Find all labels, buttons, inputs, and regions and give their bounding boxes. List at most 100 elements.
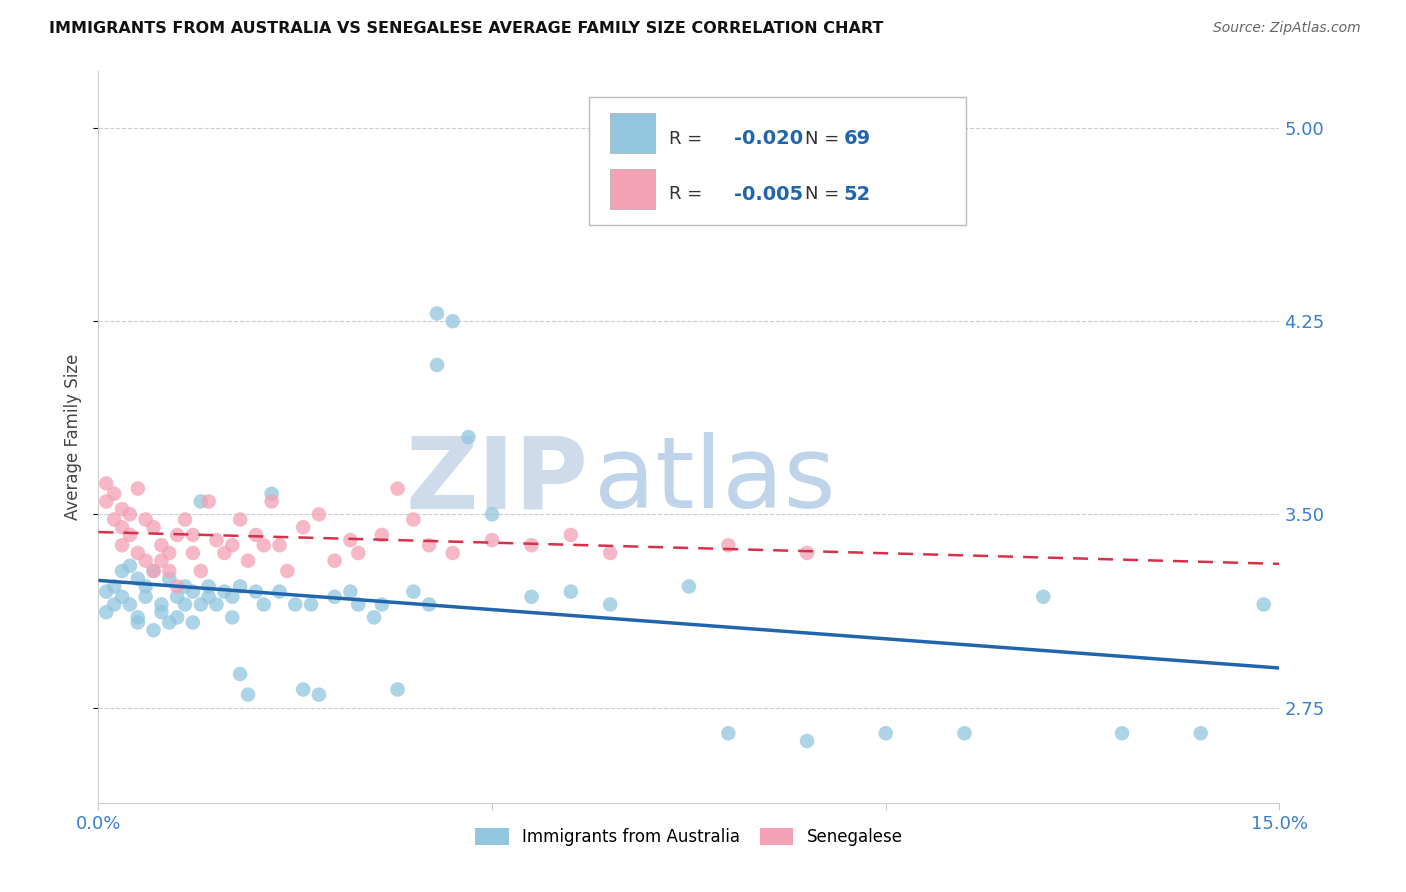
Point [457,430,479,444]
Point [127,610,149,624]
Point [245,584,267,599]
Point [1189,726,1212,740]
Text: atlas: atlas [595,433,837,530]
Point [1111,726,1133,740]
Point [717,726,740,740]
Point [347,598,370,612]
Point [127,482,149,496]
Point [166,528,188,542]
Point [371,598,394,612]
Point [135,579,157,593]
FancyBboxPatch shape [589,97,966,225]
Point [1032,590,1054,604]
Point [150,598,173,612]
Point [181,615,204,630]
Point [111,538,134,552]
Point [875,726,897,740]
Point [229,512,252,526]
Point [150,554,173,568]
Point [111,520,134,534]
Point [308,688,330,702]
Point [678,579,700,593]
Point [205,598,228,612]
Point [142,520,165,534]
Point [236,688,259,702]
Text: N =: N = [804,129,839,148]
Point [197,494,219,508]
Bar [610,169,655,209]
Point [292,682,315,697]
Point [387,682,409,697]
Point [599,546,621,560]
Point [418,538,440,552]
Point [426,306,449,320]
Point [157,572,180,586]
Point [236,554,259,568]
Point [150,538,173,552]
Point [214,546,236,560]
Point [118,598,141,612]
Point [284,598,307,612]
Point [221,538,243,552]
Point [127,546,149,560]
Point [111,564,134,578]
Point [111,502,134,516]
Point [135,590,157,604]
Point [103,487,125,501]
Point [1253,598,1275,612]
Point [260,487,283,501]
Point [127,615,149,630]
Point [96,584,118,599]
Point [253,598,276,612]
Point [118,558,141,573]
Point [363,610,385,624]
Point [599,598,621,612]
Point [103,598,125,612]
Point [142,564,165,578]
Point [347,546,370,560]
Point [299,598,322,612]
Point [214,584,236,599]
Point [269,538,291,552]
Point [245,528,267,542]
Point [717,538,740,552]
Point [953,726,976,740]
Point [96,476,118,491]
Point [441,314,464,328]
Point [308,508,330,522]
Point [96,494,118,508]
Text: R =: R = [669,186,702,203]
Point [135,554,157,568]
Point [181,528,204,542]
Text: 69: 69 [844,129,870,148]
Point [96,605,118,619]
Point [339,533,361,547]
Text: ZIP: ZIP [406,433,589,530]
Text: 52: 52 [844,185,870,203]
Point [197,590,219,604]
Point [157,564,180,578]
Point [560,584,582,599]
Point [339,584,361,599]
Point [166,590,188,604]
Point [118,508,141,522]
Point [269,584,291,599]
Point [426,358,449,372]
Point [221,590,243,604]
Point [796,546,818,560]
Point [166,610,188,624]
Point [190,598,212,612]
Point [142,564,165,578]
Point [174,598,197,612]
Point [481,508,503,522]
Point [103,579,125,593]
Point [103,512,125,526]
Point [205,533,228,547]
Point [276,564,298,578]
Point [181,584,204,599]
Point [229,579,252,593]
Point [118,528,141,542]
Text: IMMIGRANTS FROM AUSTRALIA VS SENEGALESE AVERAGE FAMILY SIZE CORRELATION CHART: IMMIGRANTS FROM AUSTRALIA VS SENEGALESE … [49,21,883,36]
Point [323,590,346,604]
Text: -0.005: -0.005 [734,185,803,203]
